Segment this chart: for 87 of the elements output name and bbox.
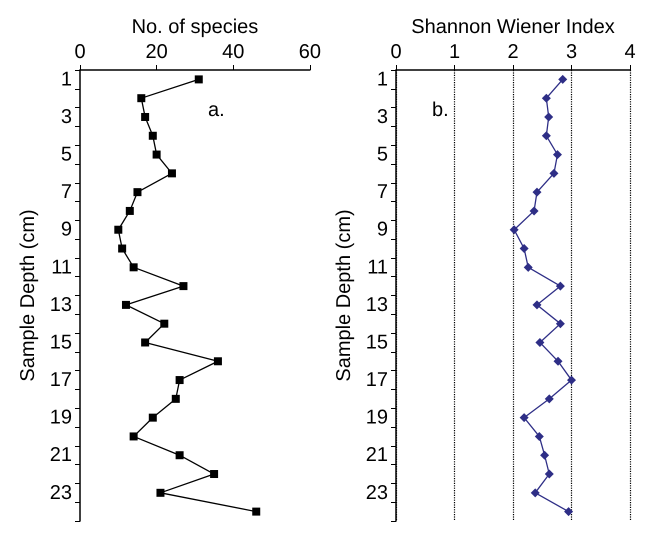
point xyxy=(549,168,558,178)
point xyxy=(556,282,565,291)
point xyxy=(130,432,138,440)
point xyxy=(542,131,551,140)
point xyxy=(542,94,551,103)
point xyxy=(194,75,203,84)
y-tick-label: 15 xyxy=(366,331,388,354)
point xyxy=(141,112,150,121)
point xyxy=(176,451,184,460)
y-tick-label: 13 xyxy=(50,294,72,316)
point xyxy=(532,188,542,197)
annotation: b. xyxy=(432,99,449,121)
point xyxy=(532,300,542,310)
y-tick-label: 9 xyxy=(376,218,388,241)
point xyxy=(544,394,554,404)
point xyxy=(133,188,142,196)
point xyxy=(554,356,563,366)
y-tick-label: 5 xyxy=(376,144,388,166)
y-tick-label: 1 xyxy=(376,68,388,90)
x-tick-label: 0 xyxy=(390,41,402,63)
point xyxy=(530,206,539,216)
point xyxy=(130,263,138,272)
point xyxy=(510,225,519,234)
y-tick-label: 17 xyxy=(50,369,72,392)
x-tick-label: 20 xyxy=(146,41,168,63)
point xyxy=(152,150,161,159)
y-tick-label: 19 xyxy=(366,406,388,429)
y-tick-label: 15 xyxy=(50,331,72,354)
point xyxy=(558,74,568,84)
y-tick-label: 3 xyxy=(376,106,388,128)
x-tick-label: 1 xyxy=(448,41,460,63)
annotation: a. xyxy=(208,99,225,121)
y-tick-label: 7 xyxy=(376,181,388,204)
point xyxy=(556,319,565,328)
point xyxy=(544,112,554,122)
y-tick-label: 23 xyxy=(366,482,388,504)
point xyxy=(564,507,574,516)
point xyxy=(141,338,150,346)
point xyxy=(156,488,164,497)
point xyxy=(122,300,130,309)
y-tick-label: 5 xyxy=(60,144,72,166)
point xyxy=(137,94,146,102)
point xyxy=(252,508,260,516)
x-tick-label: 3 xyxy=(566,41,578,63)
x-axis-title: No. of species xyxy=(132,16,258,38)
y-tick-label: 17 xyxy=(366,369,388,392)
point xyxy=(148,414,157,422)
y-tick-label: 21 xyxy=(50,444,72,466)
point xyxy=(176,376,184,384)
point xyxy=(535,338,544,347)
x-tick-label: 4 xyxy=(624,41,636,63)
point xyxy=(179,282,188,290)
point xyxy=(118,244,126,253)
point xyxy=(210,470,218,478)
y-tick-label: 7 xyxy=(60,181,72,204)
point xyxy=(534,432,544,441)
y-tick-label: 13 xyxy=(366,294,388,316)
y-tick-label: 1 xyxy=(60,68,72,90)
x-tick-label: 2 xyxy=(507,41,519,63)
y-tick-label: 3 xyxy=(60,106,72,128)
y-tick-label: 9 xyxy=(60,218,72,241)
y-axis-title: Sample Depth (cm) xyxy=(17,209,39,382)
point xyxy=(214,357,222,366)
point xyxy=(168,169,176,178)
y-tick-label: 19 xyxy=(50,406,72,429)
point xyxy=(148,132,157,140)
point xyxy=(524,262,533,272)
point xyxy=(552,150,562,160)
y-tick-label: 21 xyxy=(366,444,388,466)
point xyxy=(567,376,576,385)
point xyxy=(520,244,529,254)
point xyxy=(530,488,540,498)
point xyxy=(126,206,134,215)
point xyxy=(172,394,180,403)
point xyxy=(544,470,554,479)
y-tick-label: 11 xyxy=(51,256,72,278)
x-axis-title: Shannon Wiener Index xyxy=(411,16,615,38)
x-tick-label: 0 xyxy=(74,41,86,63)
x-tick-label: 60 xyxy=(298,41,321,63)
point xyxy=(160,320,168,328)
y-tick-label: 23 xyxy=(50,482,72,504)
y-tick-label: 11 xyxy=(367,256,388,278)
x-tick-label: 40 xyxy=(222,41,244,63)
point xyxy=(114,226,122,234)
y-axis-title: Sample Depth (cm) xyxy=(333,209,355,382)
point xyxy=(520,413,529,422)
point xyxy=(540,450,550,460)
